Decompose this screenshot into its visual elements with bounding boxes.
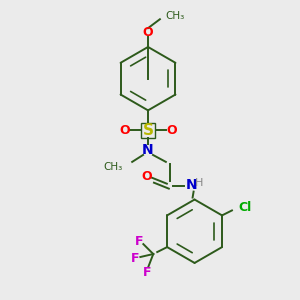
Text: N: N xyxy=(142,143,154,157)
Text: H: H xyxy=(195,178,204,188)
Text: S: S xyxy=(142,123,154,138)
Text: Cl: Cl xyxy=(238,201,251,214)
Text: F: F xyxy=(143,266,152,279)
Text: N: N xyxy=(186,178,197,192)
Text: O: O xyxy=(119,124,130,137)
Text: CH₃: CH₃ xyxy=(166,11,185,21)
Text: O: O xyxy=(167,124,177,137)
Text: F: F xyxy=(135,235,144,248)
Text: F: F xyxy=(131,253,140,266)
Text: O: O xyxy=(143,26,153,39)
Text: O: O xyxy=(142,170,152,183)
Text: CH₃: CH₃ xyxy=(103,162,122,172)
